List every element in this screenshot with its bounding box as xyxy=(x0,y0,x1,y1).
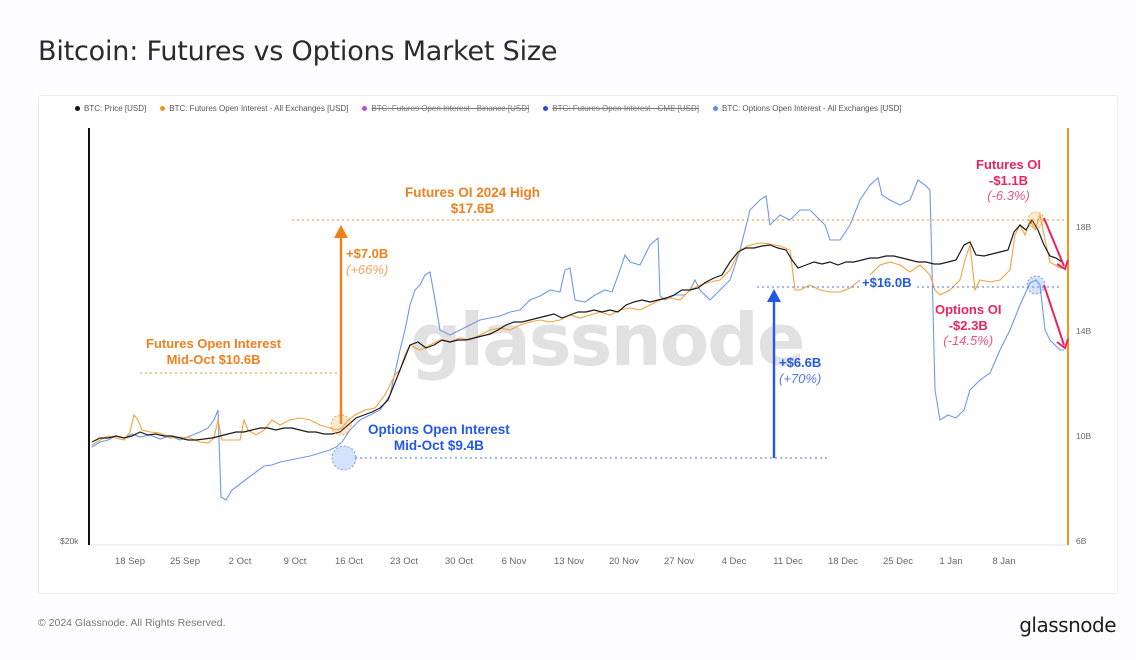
series-price xyxy=(91,218,1065,443)
legend-dot-icon xyxy=(712,105,718,111)
arrow-down-icon xyxy=(1056,338,1069,350)
chart-legend: BTC: Price [USD] BTC: Futures Open Inter… xyxy=(75,101,916,115)
legend-item-futures-oi-binance[interactable]: BTC: Futures Open Interest - Binance [US… xyxy=(362,101,529,115)
x-tick: 25 Sep xyxy=(169,556,201,567)
legend-label: BTC: Futures Open Interest - Binance [US… xyxy=(371,103,530,113)
legend-item-price[interactable]: BTC: Price [USD] xyxy=(75,101,146,115)
y-left-min-label: $20k xyxy=(60,536,79,546)
legend-label: BTC: Price [USD] xyxy=(84,103,147,113)
legend-dot-icon xyxy=(160,105,166,111)
annotation-futures-midoct: Futures Open Interest Mid-Oct $10.6B xyxy=(146,336,282,367)
x-tick: 2 Oct xyxy=(228,556,252,567)
annotation-options-drop: Options OI -$2.3B (-14.5%) xyxy=(935,302,1002,349)
footer-copyright: © 2024 Glassnode. All Rights Reserved. xyxy=(38,617,226,629)
x-tick: 30 Oct xyxy=(445,556,473,567)
x-tick: 11 Dec xyxy=(773,556,803,567)
annotation-options-peak: +$16.0B xyxy=(860,275,914,291)
x-tick: 8 Jan xyxy=(992,556,1016,567)
legend-item-futures-oi-cme[interactable]: BTC: Futures Open Interest - CME [USD] xyxy=(543,101,699,115)
x-tick: 9 Oct xyxy=(283,556,307,567)
x-tick: 18 Dec xyxy=(827,556,859,567)
futures-midoct-marker xyxy=(330,414,352,436)
page-title: Bitcoin: Futures vs Options Market Size xyxy=(38,36,558,67)
options-peak-marker xyxy=(1026,275,1046,295)
x-tick: 4 Dec xyxy=(721,556,747,567)
options-midoct-marker xyxy=(331,445,357,471)
x-tick: 18 Sep xyxy=(114,556,146,567)
options-drop-arrow xyxy=(1043,284,1065,346)
x-tick: 16 Oct xyxy=(335,556,363,567)
futures-peak-marker xyxy=(1027,211,1045,229)
series-futures-oi xyxy=(91,212,1064,446)
y-tick: 18B xyxy=(1076,222,1092,232)
legend-label: BTC: Options Open Interest - All Exchang… xyxy=(721,103,902,113)
legend-label: BTC: Futures Open Interest - All Exchang… xyxy=(169,103,349,113)
y-tick: 6B xyxy=(1076,536,1087,546)
legend-item-options-oi[interactable]: BTC: Options Open Interest - All Exchang… xyxy=(712,101,902,115)
arrow-up-icon xyxy=(334,225,348,238)
y-tick: 10B xyxy=(1076,431,1092,441)
x-tick: 20 Nov xyxy=(608,556,640,567)
series-options-oi xyxy=(91,176,1064,501)
x-tick: 1 Jan xyxy=(939,556,963,567)
legend-label: BTC: Futures Open Interest - CME [USD] xyxy=(552,103,699,113)
annotation-futures-increase: +$7.0B (+66%) xyxy=(346,246,389,277)
annotation-options-midoct: Options Open Interest Mid-Oct $9.4B xyxy=(368,422,510,454)
arrow-down-icon xyxy=(1056,259,1069,271)
y-tick: 14B xyxy=(1076,326,1092,336)
x-tick: 27 Nov xyxy=(663,556,695,567)
chart-panel xyxy=(38,95,1118,594)
annotation-futures-high: Futures OI 2024 High $17.6B xyxy=(405,185,541,217)
legend-dot-icon xyxy=(543,105,549,111)
annotation-options-increase: +$6.6B (+70%) xyxy=(779,355,822,386)
legend-dot-icon xyxy=(75,105,80,111)
legend-item-futures-oi[interactable]: BTC: Futures Open Interest - All Exchang… xyxy=(160,101,348,115)
watermark: glassnode xyxy=(410,298,806,382)
x-tick: 13 Nov xyxy=(553,556,585,567)
annotation-futures-drop: Futures OI -$1.1B (-6.3%) xyxy=(976,157,1042,204)
arrow-up-icon xyxy=(767,289,781,302)
x-tick: 23 Oct xyxy=(390,556,418,567)
x-tick: 6 Nov xyxy=(501,556,527,567)
glassnode-logo: glassnode xyxy=(1019,613,1116,637)
x-tick: 25 Dec xyxy=(882,556,914,567)
futures-drop-arrow xyxy=(1043,217,1065,267)
legend-dot-icon xyxy=(362,105,368,111)
